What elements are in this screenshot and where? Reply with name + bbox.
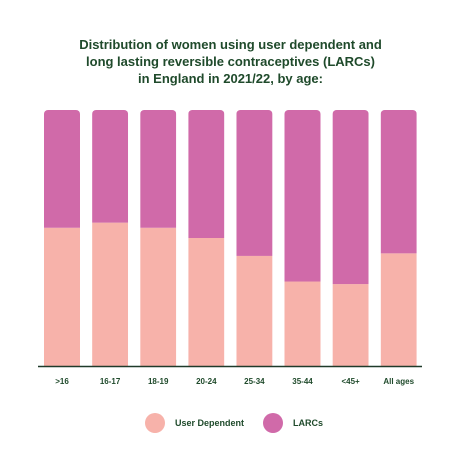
chart-title-line-1: Distribution of women using user depende…	[79, 37, 382, 52]
x-tick-label-20-24: 20-24	[196, 377, 217, 386]
legend-label-user-dependent: User Dependent	[175, 418, 245, 428]
chart-title-line-2: long lasting reversible contraceptives (…	[86, 54, 375, 69]
legend-label-larcs: LARCs	[293, 418, 324, 428]
legend-item-larcs: LARCs	[263, 412, 323, 434]
x-tick-label-18-19: 18-19	[148, 377, 169, 386]
bar-user-dependent-20-24	[188, 238, 225, 366]
bar-user-dependent-16-17	[92, 222, 129, 366]
bar-larcs->16	[44, 110, 80, 228]
x-tick-label-35-44: 35-44	[292, 377, 313, 386]
bar-group-18-19	[140, 110, 177, 366]
bar-group-25-34	[236, 110, 273, 366]
bar-larcs-16-17	[92, 110, 129, 223]
bar-group-All ages	[380, 110, 417, 366]
bar-larcs-18-19	[140, 110, 177, 228]
bar-group-<45+	[332, 110, 369, 366]
x-tick-label->16: >16	[55, 377, 69, 386]
chart-title-line-3: in England in 2021/22, by age:	[138, 71, 323, 86]
bar-group->16	[44, 110, 80, 366]
legend-swatch-larcs	[263, 413, 283, 433]
bar-user-dependent-18-19	[140, 227, 177, 366]
legend-swatch-user-dependent	[145, 413, 165, 433]
bar-larcs-All ages	[380, 110, 417, 254]
bar-group-35-44	[284, 110, 321, 366]
bar-user-dependent-<45+	[332, 284, 369, 366]
bar-larcs-25-34	[236, 110, 273, 256]
x-tick-label-25-34: 25-34	[244, 377, 265, 386]
x-tick-label-16-17: 16-17	[100, 377, 121, 386]
x-tick-label-<45+: <45+	[341, 377, 360, 386]
bar-group-20-24	[188, 110, 225, 366]
legend-item-user-dependent: User Dependent	[145, 412, 244, 434]
bar-larcs-<45+	[332, 110, 369, 285]
bar-user-dependent-All ages	[380, 253, 417, 366]
chart-legend: User Dependent LARCs	[0, 412, 461, 434]
bar-larcs-20-24	[188, 110, 225, 238]
chart-title: Distribution of women using user depende…	[0, 36, 461, 87]
bar-user-dependent-25-34	[236, 255, 273, 366]
x-tick-label-All ages: All ages	[383, 377, 414, 386]
bar-larcs-35-44	[284, 110, 321, 282]
bar-user-dependent->16	[44, 227, 80, 366]
bar-user-dependent-35-44	[284, 281, 321, 366]
bar-group-16-17	[92, 110, 129, 366]
